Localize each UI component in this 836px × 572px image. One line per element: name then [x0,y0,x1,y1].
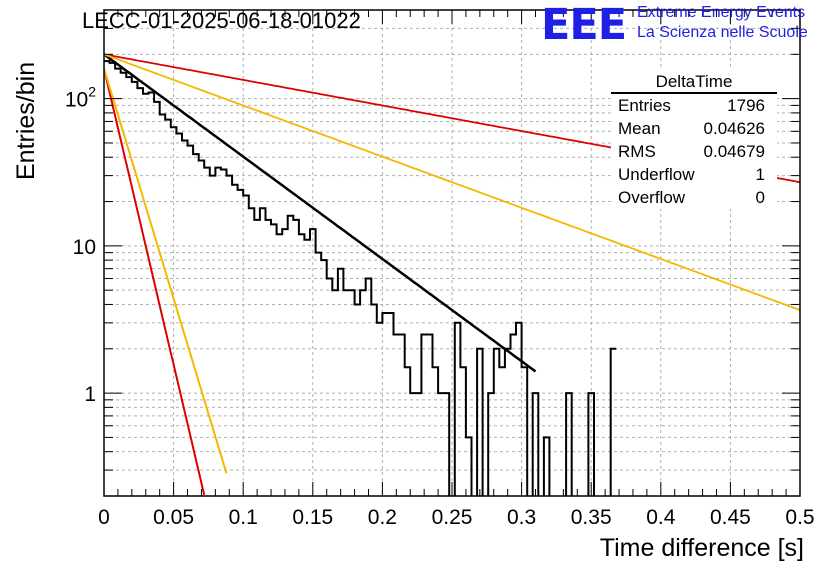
stats-label: Underflow [618,165,695,184]
stats-row-rms: RMS 0.04679 [611,140,777,163]
x-axis-label: Time difference [s] [599,534,804,562]
stats-label: Overflow [618,188,686,207]
fit-curve-3 [104,53,800,311]
x-tick-label: 0.1 [229,506,258,529]
stats-value: 0 [755,188,765,207]
x-tick-label: 0.05 [153,506,194,529]
y-tick-label-base: 1 [84,383,96,406]
stats-title: DeltaTime [611,70,777,94]
y-tick-label: 102 [65,84,96,112]
organization-line-2: La Scienza nelle Scuole [637,24,808,41]
stats-label: Mean [618,119,661,138]
x-tick-label: 0.3 [507,506,536,529]
y-tick-label: 10 [73,236,96,259]
stats-value: 0.04679 [703,142,765,161]
stats-label: Entries [618,96,671,115]
x-tick-label: 0.45 [710,506,751,529]
fit-curve-1 [104,53,537,373]
stats-value: 0.04626 [703,119,765,138]
x-tick-label: 0.2 [368,506,397,529]
organization-line-1: Extreme Energy Events [637,4,806,21]
stats-label: RMS [618,142,656,161]
x-tick-label: 0 [98,506,110,529]
histogram [104,60,617,496]
stats-value: 1 [755,165,765,184]
y-tick-label-base: 10 [73,236,96,259]
x-tick-label: 0.15 [292,506,333,529]
y-tick-label: 1 [84,383,96,406]
fit-curve-4 [104,68,206,496]
x-tick-label: 0.5 [785,506,814,529]
y-tick-label-base: 10 [65,89,88,112]
organization-name: Extreme Energy Events La Scienza nelle S… [637,3,808,43]
stats-value: 1796 [727,96,765,115]
stats-row-mean: Mean 0.04626 [611,117,777,140]
x-tick-label: 0.4 [646,506,676,529]
x-tick-label: 0.35 [571,506,612,529]
y-axis-label: Entries/bin [12,61,40,180]
fit-curve-5 [104,68,228,474]
eee-logo: EEE [541,0,627,50]
stats-row-underflow: Underflow 1 [611,163,777,186]
stats-box: DeltaTime Entries 1796 Mean 0.04626 RMS … [611,70,777,209]
chart-title: LECC-01-2025-06-18-01022 [82,8,361,33]
y-tick-label-exponent: 2 [88,84,96,100]
x-tick-label: 0.25 [432,506,473,529]
stats-row-entries: Entries 1796 [611,94,777,117]
stats-row-overflow: Overflow 0 [611,186,777,209]
